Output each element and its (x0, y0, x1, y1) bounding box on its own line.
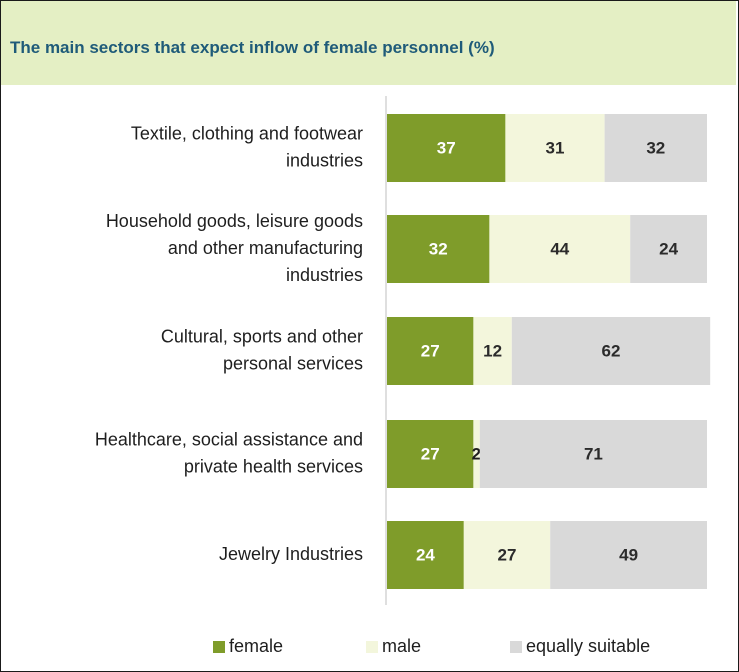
data-label: 2 (472, 444, 481, 463)
bar-male (473, 420, 480, 488)
legend-label: equally suitable (526, 636, 651, 656)
category-label: Textile, clothing and footwear (131, 123, 363, 143)
legend-item-male: male (366, 636, 421, 657)
data-label: 71 (584, 444, 603, 463)
legend-label: female (229, 636, 284, 656)
legend: female male equally suitable (0, 636, 739, 662)
bar-equally-suitable (550, 521, 707, 589)
bar-male (473, 317, 512, 385)
bar-female (387, 215, 490, 283)
data-label: 12 (483, 341, 502, 360)
chart-plot: Textile, clothing and footwear industries… (95, 96, 711, 605)
bar-female (387, 317, 474, 385)
bar-equally-suitable (604, 114, 707, 182)
category-label: personal services (223, 353, 363, 373)
legend-swatch (510, 640, 522, 653)
category-label: Household goods, leisure goods (106, 211, 363, 231)
bar-equally-suitable (511, 317, 711, 385)
data-label: 37 (437, 138, 456, 157)
category-label: private health services (184, 456, 363, 476)
data-label: 24 (416, 545, 435, 564)
data-label: 24 (659, 239, 678, 258)
data-label: 32 (429, 239, 448, 258)
legend-item-female: female (213, 636, 283, 657)
chart-title: The main sectors that expect inflow of f… (10, 38, 495, 57)
bar-equally-suitable (630, 215, 707, 283)
data-label: 44 (550, 239, 569, 258)
bar-female (387, 114, 506, 182)
bar-male (505, 114, 605, 182)
category-label: industries (286, 150, 363, 170)
category-label: and other manufacturing (168, 238, 363, 258)
bar-equally-suitable (479, 420, 707, 488)
data-label: 27 (421, 444, 440, 463)
data-label: 27 (498, 545, 517, 564)
data-label: 49 (619, 545, 638, 564)
bar-female (387, 521, 464, 589)
data-label: 62 (602, 341, 621, 360)
bar-male (463, 521, 551, 589)
category-label: Jewelry Industries (219, 544, 363, 564)
category-label: industries (286, 265, 363, 285)
data-label: 31 (546, 138, 565, 157)
legend-item-equally-suitable: equally suitable (510, 636, 650, 657)
legend-label: male (382, 636, 422, 656)
legend-swatch (213, 640, 225, 653)
bar-female (387, 420, 474, 488)
category-label: Cultural, sports and other (161, 326, 363, 346)
legend-swatch (366, 640, 378, 653)
bar-group: Textile, clothing and footwear industries… (95, 114, 711, 589)
data-label: 32 (646, 138, 665, 157)
bar-male (489, 215, 631, 283)
chart-title-band: The main sectors that expect inflow of f… (1, 1, 736, 85)
data-label: 27 (421, 341, 440, 360)
category-label: Healthcare, social assistance and (95, 429, 363, 449)
